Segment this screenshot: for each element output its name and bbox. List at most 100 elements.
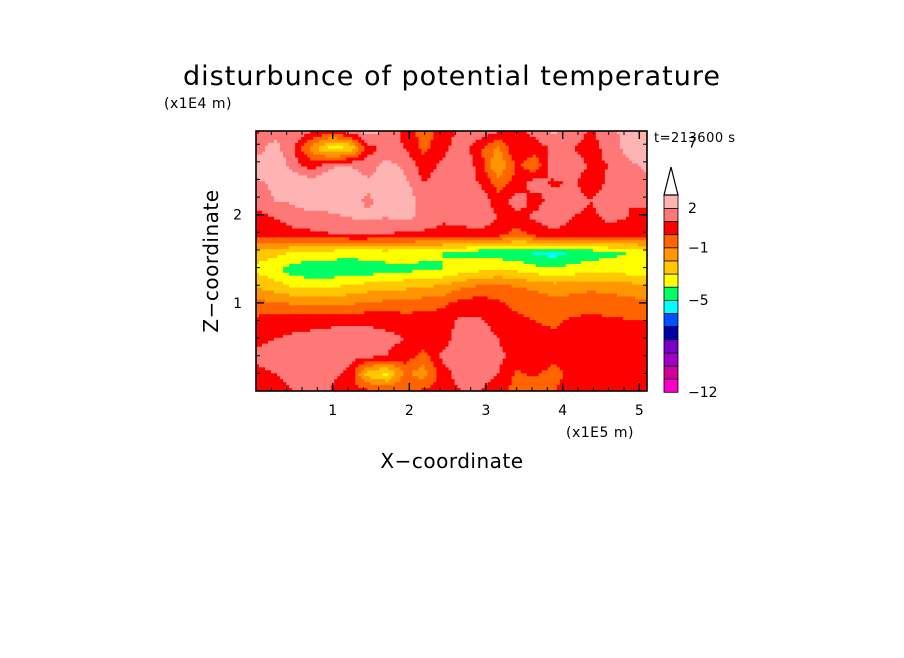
contour-cell [391, 210, 395, 215]
contour-cell [397, 151, 401, 156]
contour-cell [601, 131, 606, 135]
contour-cell [547, 139, 552, 144]
contour-cell [640, 240, 645, 244]
contour-cell [616, 154, 621, 159]
contour-cell [583, 131, 588, 135]
contour-cell [598, 154, 603, 159]
contour-cell [364, 145, 368, 150]
contour-cell [589, 196, 594, 200]
contour-cell [367, 210, 371, 215]
contour-cell [469, 222, 474, 227]
contour-cell [340, 157, 344, 162]
contour-cell [547, 166, 552, 170]
contour-cell [526, 225, 531, 230]
contour-cell [511, 198, 516, 203]
contour-cell [538, 166, 543, 170]
contour-cell [619, 237, 624, 241]
contour-cell [400, 187, 404, 191]
contour-cell [565, 157, 570, 162]
contour-cell [268, 166, 272, 170]
contour-cell [595, 142, 600, 147]
contour-cell [442, 181, 447, 185]
contour-cell [586, 190, 591, 194]
contour-cell [289, 151, 293, 156]
contour-cell [490, 178, 495, 182]
contour-cell [523, 142, 528, 147]
contour-cell [514, 151, 519, 156]
contour-cell [343, 201, 347, 206]
contour-cell [412, 216, 417, 221]
contour-cell [448, 136, 453, 141]
contour-cell [373, 131, 377, 135]
contour-cell [514, 204, 519, 209]
contour-cell [406, 219, 410, 224]
contour-cell [454, 163, 459, 168]
contour-cell [313, 225, 317, 230]
contour-cell [556, 178, 561, 182]
contour-cell [262, 204, 266, 209]
contour-cell [427, 184, 432, 188]
contour-cell [259, 198, 263, 203]
contour-cell [358, 243, 362, 247]
contour-cell [535, 160, 540, 165]
contour-cell [325, 136, 329, 141]
contour-cell [346, 234, 350, 238]
contour-cell [619, 196, 624, 200]
contour-cell [256, 136, 260, 141]
contour-cell [604, 142, 609, 147]
contour-cell [637, 178, 642, 182]
contour-cell [340, 175, 344, 179]
contour-cell [487, 131, 492, 135]
contour-cell [481, 207, 486, 212]
contour-cell [469, 193, 474, 197]
contour-cell [511, 175, 516, 179]
contour-cell [595, 198, 600, 203]
contour-cell [418, 216, 423, 221]
contour-cell [313, 133, 317, 138]
contour-cell [457, 136, 462, 141]
contour-cell [433, 151, 438, 156]
contour-cell [559, 184, 564, 188]
contour-cell [628, 222, 633, 227]
contour-cell [280, 193, 284, 197]
contour-cell [586, 148, 591, 153]
contour-cell [442, 187, 447, 191]
contour-cell [277, 181, 281, 185]
contour-cell [472, 142, 477, 147]
contour-cell [571, 219, 576, 224]
contour-cell [361, 136, 365, 141]
contour-cell [337, 178, 341, 182]
contour-cell [502, 163, 507, 168]
contour-cell [553, 175, 558, 179]
contour-cell [559, 136, 564, 141]
contour-cell [637, 139, 642, 144]
contour-cell [553, 148, 558, 153]
contour-cell [385, 157, 389, 162]
contour-cell [328, 172, 332, 176]
contour-cell [562, 172, 567, 176]
contour-cell [295, 193, 299, 197]
contour-cell [466, 231, 471, 235]
contour-cell [403, 154, 407, 159]
contour-cell [505, 213, 510, 218]
contour-cell [316, 148, 320, 153]
contour-cell [556, 181, 561, 185]
contour-cell [313, 207, 317, 212]
contour-cell [565, 193, 570, 197]
contour-cell [256, 169, 260, 173]
contour-cell [295, 234, 299, 238]
contour-cell [592, 154, 597, 159]
contour-cell [277, 133, 281, 138]
contour-cell [505, 181, 510, 185]
contour-cell [439, 213, 444, 218]
contour-cell [613, 178, 618, 182]
contour-cell [565, 169, 570, 173]
contour-cell [640, 160, 645, 165]
contour-cell [502, 201, 507, 206]
contour-cell [370, 142, 374, 147]
contour-cell [445, 237, 450, 241]
contour-cell [277, 169, 281, 173]
contour-cell [583, 201, 588, 206]
contour-cell [616, 163, 621, 168]
contour-cell [355, 187, 359, 191]
